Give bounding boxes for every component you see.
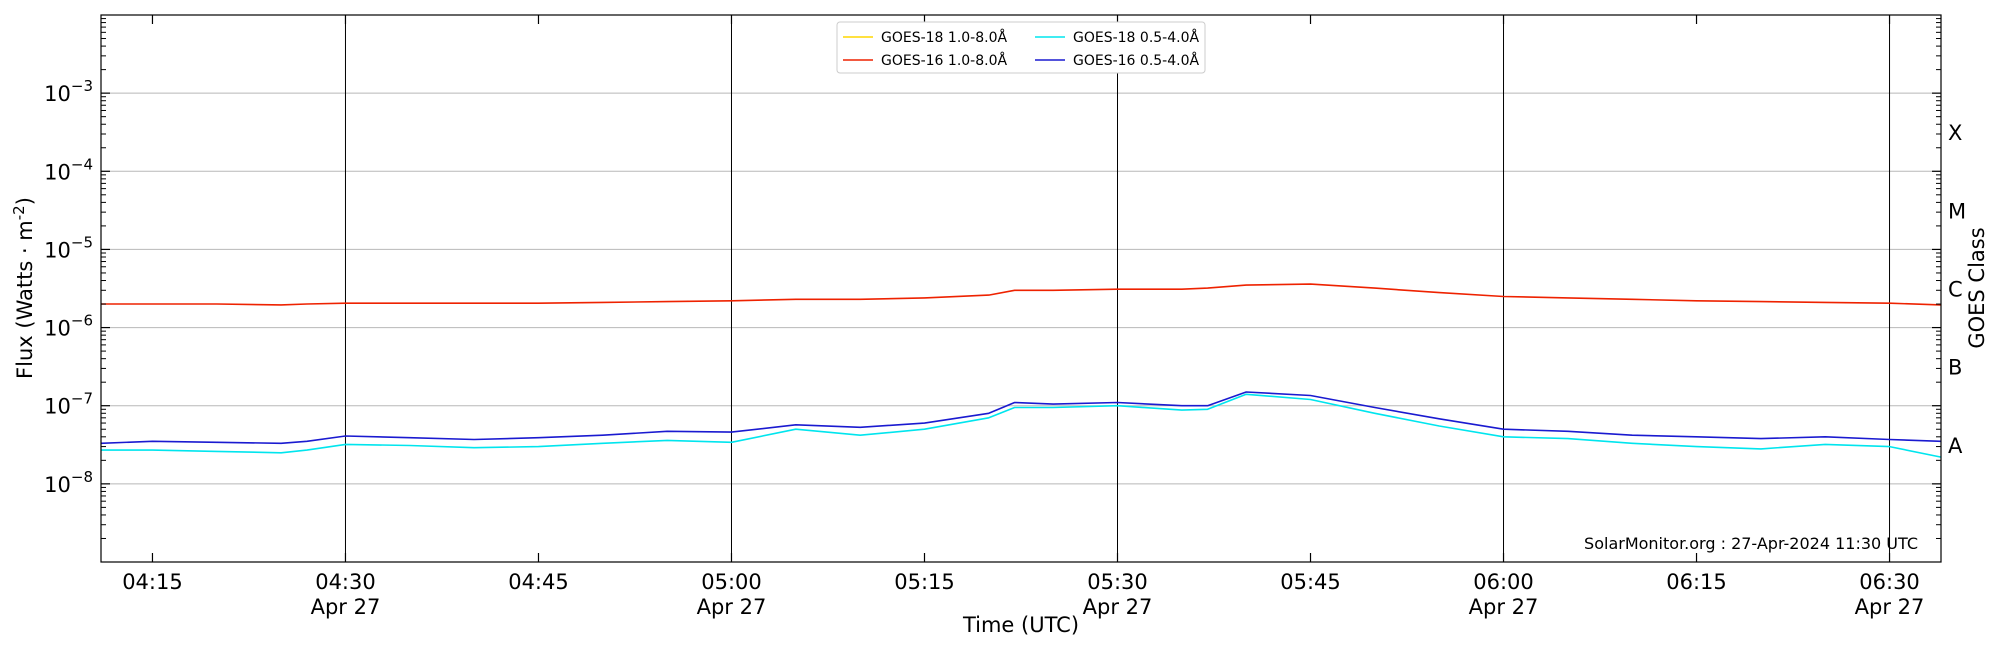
legend-label-goes16-short: GOES-16 0.5-4.0Å [1073,52,1199,69]
x-tick-date-5: Apr 27 [1083,595,1153,619]
goes-class-label-c: C [1948,278,1963,302]
y-axis-ticks: 10−8 10−7 10−6 10−5 10−4 10−3 [44,18,1941,539]
x-tick-time-0: 04:15 [122,570,183,594]
legend-label-goes18-short: GOES-18 0.5-4.0Å [1073,29,1199,46]
horizontal-gridlines [101,92,1941,485]
goes-class-label-b: B [1948,356,1962,380]
legend-box [836,21,1206,74]
y-axis-title-exponent: -2 [10,205,28,220]
x-tick-date-3: Apr 27 [697,595,767,619]
x-tick-time-4: 05:15 [894,570,955,594]
y-tick-label-1: 10−7 [44,390,93,419]
x-tick-time-7: 06:00 [1473,570,1534,594]
goes-class-label-m: M [1948,199,1966,223]
y-tick-label-3: 10−5 [44,233,93,262]
goes-class-label-x: X [1948,121,1962,145]
goes-class-labels: A B C M X [1948,121,1966,458]
x-tick-date-7: Apr 27 [1469,595,1539,619]
series-line-2 [101,393,1942,458]
y-axis-title: Flux (Watts · m-2) [10,197,37,379]
x-tick-time-9: 06:30 [1859,570,1920,594]
x-tick-date-9: Apr 27 [1855,595,1925,619]
x-tick-time-3: 05:00 [701,570,762,594]
series-line-3 [100,391,1942,445]
legend-label-goes16-long: GOES-16 1.0-8.0Å [881,52,1007,69]
credit-text: SolarMonitor.org : 27-Apr-2024 11:30 UTC [1584,534,1918,553]
x-tick-date-1: Apr 27 [311,595,381,619]
plot-frame [100,14,1942,563]
y-tick-label-5: 10−3 [44,77,93,106]
x-tick-time-6: 05:45 [1280,570,1341,594]
y-tick-label-0: 10−8 [44,468,93,497]
x-tick-time-2: 04:45 [508,570,569,594]
x-tick-time-8: 06:15 [1666,570,1727,594]
legend-label-goes18-long: GOES-18 1.0-8.0Å [881,29,1007,46]
x-axis-title: Time (UTC) [962,613,1079,637]
x-tick-time-1: 04:30 [315,570,376,594]
legend: GOES-18 1.0-8.0Å GOES-16 1.0-8.0Å GOES-1… [836,21,1206,74]
series-line-1 [101,283,1942,306]
y-tick-label-4: 10−4 [44,155,93,184]
y-tick-label-2: 10−6 [44,312,93,341]
goes-class-label-a: A [1948,434,1963,458]
series-layer [100,283,1942,458]
goes-class-axis-title: GOES Class [1965,227,1989,348]
x-tick-time-5: 05:30 [1087,570,1148,594]
